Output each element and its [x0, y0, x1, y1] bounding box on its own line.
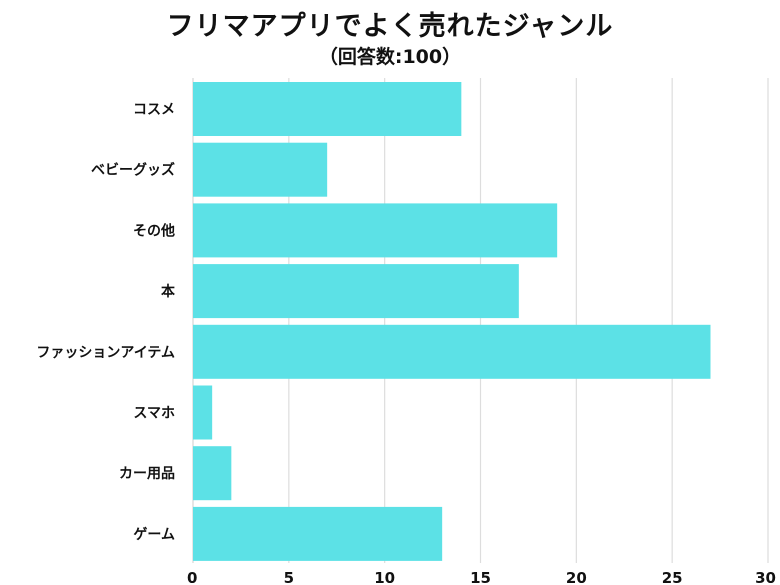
bar-1 [193, 142, 328, 197]
bar-2 [193, 203, 558, 258]
category-label: カー用品 [119, 466, 175, 482]
x-tick-label: 10 [374, 569, 395, 585]
bar-7 [193, 506, 443, 561]
bar-4 [193, 324, 711, 379]
bar-6 [193, 446, 232, 501]
bar-5 [193, 385, 213, 440]
chart-subtitle: （回答数:100） [318, 46, 462, 68]
category-label: その他 [133, 222, 175, 239]
category-label: 本 [161, 283, 176, 300]
category-label: ゲーム [133, 526, 175, 543]
bar-0 [193, 82, 462, 136]
category-label: ファッションアイテム [36, 345, 175, 361]
x-tick-label: 5 [284, 569, 294, 585]
x-tick-label: 25 [662, 569, 683, 585]
x-tick-label: 0 [187, 569, 197, 585]
category-label: ベビーグッズ [91, 162, 175, 179]
x-tick-label: 20 [566, 569, 587, 585]
chart-title: フリマアプリでよく売れたジャンル [166, 11, 614, 42]
category-label: コスメ [133, 102, 175, 118]
x-tick-label: 30 [755, 569, 776, 585]
bar-3 [193, 264, 519, 319]
x-tick-label: 15 [470, 569, 491, 585]
category-label: スマホ [133, 406, 175, 422]
